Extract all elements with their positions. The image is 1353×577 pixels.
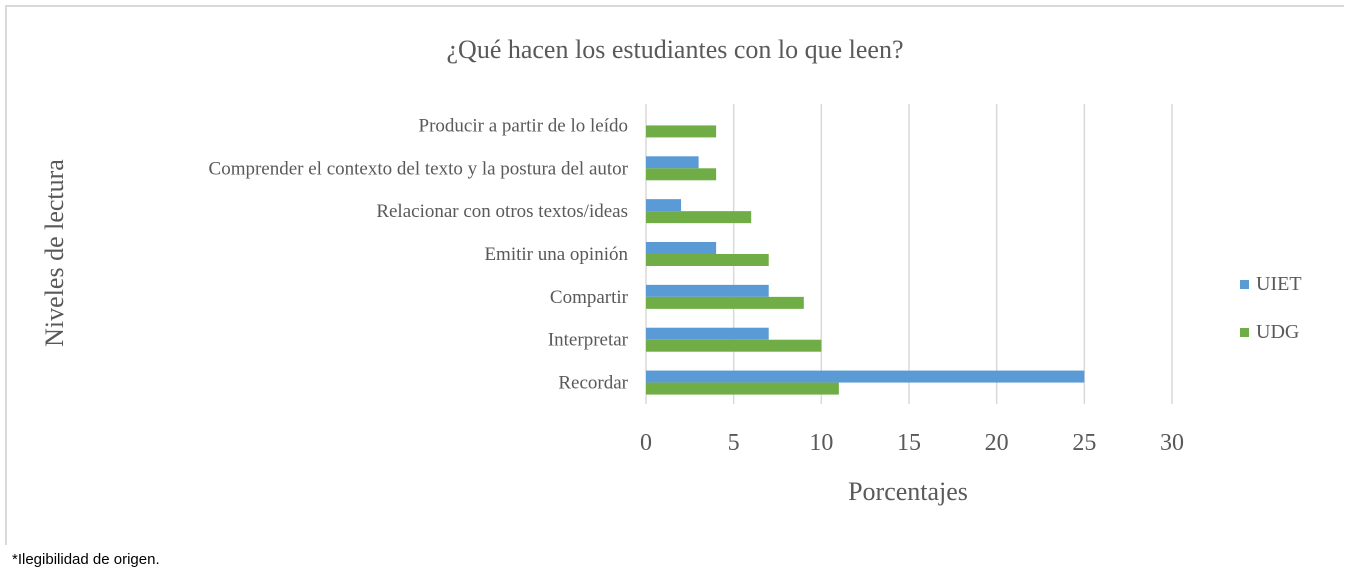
x-axis-title: Porcentajes: [848, 477, 968, 506]
x-tick-label: 10: [809, 430, 833, 456]
bar-uiet: [646, 370, 1085, 383]
category-label: Emitir una opinión: [484, 244, 628, 265]
bar-udg: [646, 296, 804, 309]
legend-swatch-uiet: [1240, 280, 1249, 289]
x-tick-label: 25: [1072, 430, 1096, 456]
x-tick-labels: 0 5 10 15 20 25 30: [640, 430, 1184, 456]
category-label: Relacionar con otros textos/ideas: [376, 201, 628, 222]
bar-udg: [646, 339, 822, 352]
category-label: Recordar: [558, 373, 628, 394]
y-axis-title: Niveles de lectura: [40, 159, 69, 347]
bars: [646, 125, 1085, 395]
legend-swatch-udg: [1240, 328, 1249, 337]
category-label: Comprender el contexto del texto y la po…: [209, 158, 629, 179]
bar-uiet: [646, 284, 769, 297]
bar-uiet: [646, 199, 682, 212]
bar-udg: [646, 211, 752, 224]
x-tick-label: 5: [728, 430, 740, 456]
x-tick-label: 30: [1160, 430, 1184, 456]
x-tick-label: 15: [897, 430, 921, 456]
category-label: Interpretar: [548, 330, 629, 351]
chart-title: ¿Qué hacen los estudiantes con lo que le…: [447, 35, 904, 64]
category-labels: Recordar Interpretar Compartir Emitir una o…: [209, 115, 629, 393]
x-tick-label: 20: [985, 430, 1009, 456]
bar-uiet: [646, 156, 699, 169]
x-tick-label: 0: [640, 430, 652, 456]
bar-udg: [646, 168, 717, 181]
bar-udg: [646, 382, 839, 395]
bar-udg: [646, 254, 769, 266]
category-label: Compartir: [550, 287, 629, 308]
bar-uiet: [646, 327, 769, 340]
legend: UIET UDG: [1240, 273, 1302, 343]
chart-frame: [5, 5, 1344, 545]
category-label: Producir a partir de lo leído: [419, 115, 628, 136]
footnote: *Ilegibilidad de origen.: [12, 551, 160, 568]
legend-label-uiet: UIET: [1256, 273, 1302, 295]
legend-label-udg: UDG: [1256, 321, 1299, 343]
bar-udg: [646, 125, 717, 138]
bar-uiet: [646, 242, 717, 254]
